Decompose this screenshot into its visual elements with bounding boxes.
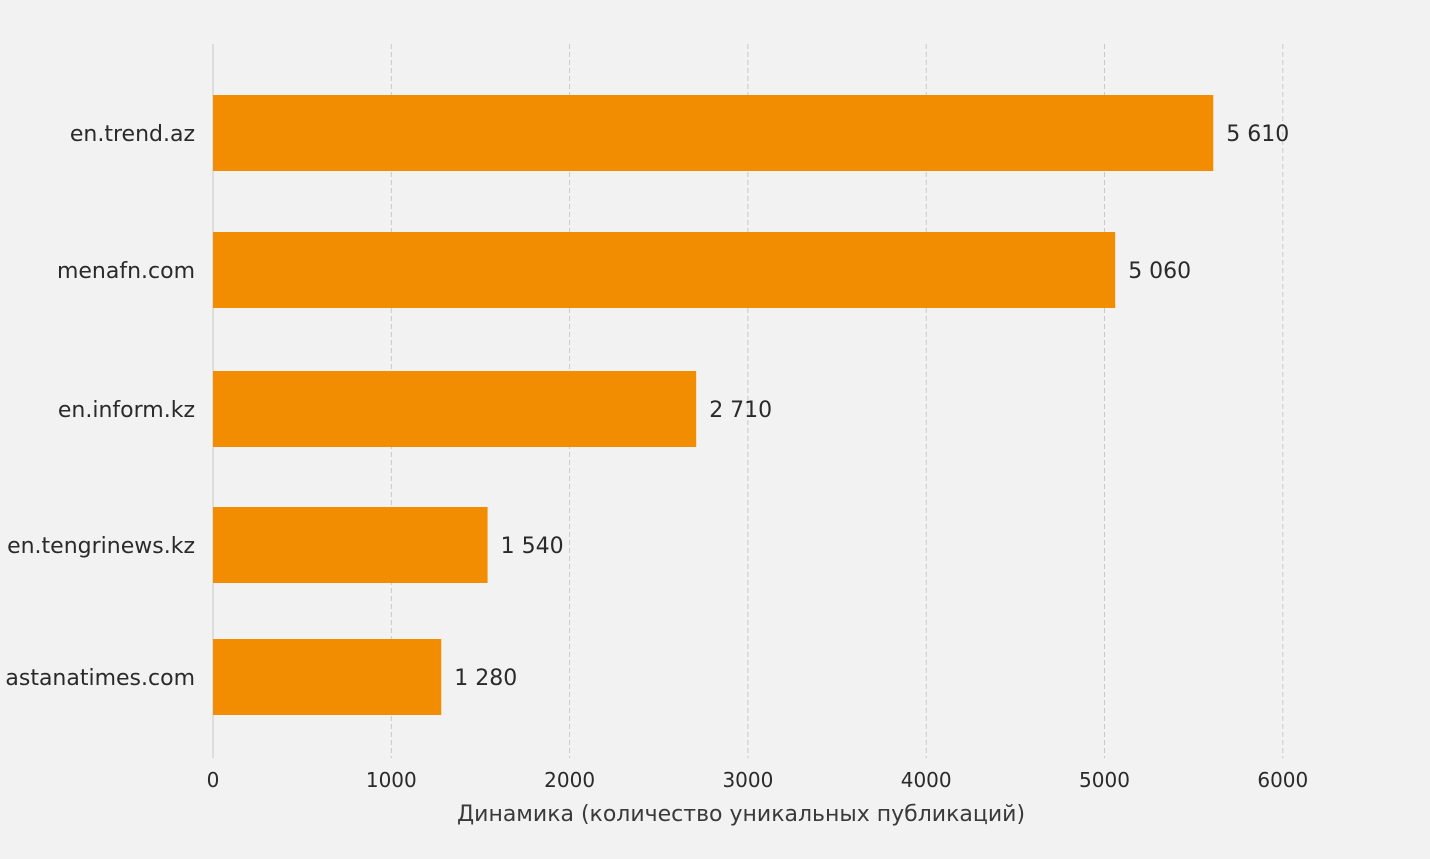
- x-tick-label: 5000: [1079, 768, 1130, 792]
- bar: [213, 95, 1214, 171]
- x-tick-label: 3000: [722, 768, 773, 792]
- category-label: menafn.com: [57, 259, 195, 284]
- value-label: 1 540: [501, 534, 564, 559]
- x-tick-label: 0: [207, 768, 220, 792]
- category-label: astanatimes.com: [5, 666, 195, 691]
- x-tick-label: 6000: [1257, 768, 1308, 792]
- value-label: 2 710: [709, 398, 772, 423]
- bar: [213, 371, 697, 447]
- bar: [213, 639, 442, 715]
- x-tick-label: 4000: [901, 768, 952, 792]
- x-axis-ticks: 0 1000 2000 3000 4000 5000 6000: [207, 768, 1309, 792]
- value-label: 1 280: [454, 666, 517, 691]
- category-label: en.trend.az: [70, 122, 195, 147]
- bars: [213, 95, 1214, 715]
- x-tick-label: 1000: [366, 768, 417, 792]
- category-labels: en.trend.az menafn.com en.inform.kz en.teng…: [5, 122, 195, 691]
- value-labels: 5 610 5 060 2 710 1 540 1 280: [454, 122, 1289, 691]
- bar: [213, 507, 488, 583]
- x-axis-title: Динамика (количество уникальных публикац…: [457, 802, 1025, 827]
- category-label: en.inform.kz: [58, 398, 195, 423]
- x-tick-label: 2000: [544, 768, 595, 792]
- value-label: 5 610: [1226, 122, 1289, 147]
- bar: [213, 232, 1116, 308]
- value-label: 5 060: [1128, 259, 1191, 284]
- category-label: en.tengrinews.kz: [7, 534, 195, 559]
